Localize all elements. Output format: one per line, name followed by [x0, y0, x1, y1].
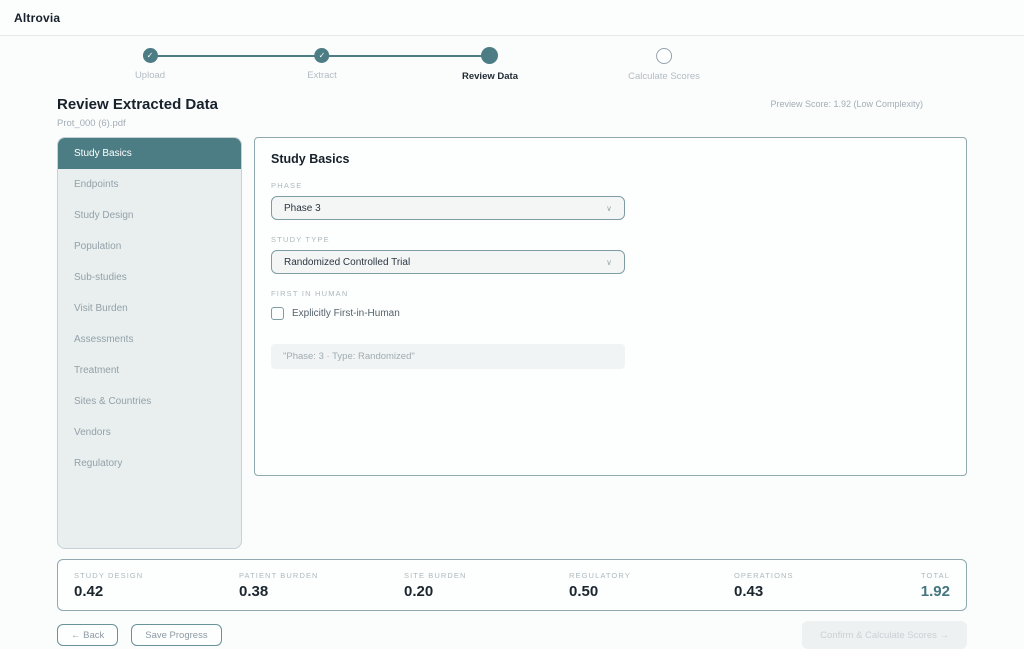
sidebar-item-regulatory[interactable]: Regulatory	[74, 458, 123, 469]
sidebar-item-sites-countries[interactable]: Sites & Countries	[74, 396, 152, 407]
page-header-left: Review Extracted Data Prot_000 (6).pdf	[57, 96, 218, 129]
study-basics-panel: Study Basics PHASE Phase 3 ∨ STUDY TYPE …	[254, 137, 967, 476]
top-app-bar: Altrovia	[0, 0, 1024, 36]
first-in-human-field-label: FIRST IN HUMAN	[271, 289, 349, 298]
score-summary-bar: STUDY DESIGN 0.42 PATIENT BURDEN 0.38 SI…	[57, 559, 967, 611]
sidebar-item-study-design[interactable]: Study Design	[74, 210, 134, 221]
score-total-value: 1.92	[920, 582, 950, 600]
chevron-down-icon: ∨	[606, 257, 612, 267]
score-site-burden: SITE BURDEN 0.20	[404, 571, 569, 600]
step-current-dot	[481, 47, 499, 64]
confirm-calculate-scores-button[interactable]: Confirm & Calculate Scores →	[802, 621, 967, 649]
phase-field-label: PHASE	[271, 181, 303, 190]
check-icon: ✓	[146, 50, 154, 60]
score-operations: OPERATIONS 0.43	[734, 571, 899, 600]
step-upcoming-dot	[656, 48, 672, 64]
check-icon: ✓	[318, 50, 326, 60]
score-label: STUDY DESIGN	[74, 570, 144, 580]
sidebar-item-population[interactable]: Population	[74, 241, 122, 252]
step-label: Review Data	[462, 71, 518, 82]
score-label: TOTAL	[921, 570, 950, 580]
source-filename: Prot_000 (6).pdf	[57, 118, 126, 129]
score-value: 0.38	[239, 582, 269, 600]
step-label: Upload	[134, 70, 166, 81]
first-in-human-checkbox[interactable]	[271, 307, 284, 320]
footer-actions: ← Back Save Progress Confirm & Calculate…	[57, 621, 967, 649]
sidebar-item-vendors[interactable]: Vendors	[74, 427, 111, 438]
sidebar-item-sub-studies[interactable]: Sub-studies	[74, 272, 127, 283]
score-value: 0.20	[404, 582, 434, 600]
score-patient-burden: PATIENT BURDEN 0.38	[239, 571, 404, 600]
back-button[interactable]: ← Back	[57, 624, 119, 646]
progress-stepper: ✓ Upload ✓ Extract Review Data Calculate…	[0, 47, 1024, 88]
chevron-down-icon: ∨	[606, 203, 612, 213]
save-progress-button[interactable]: Save Progress	[131, 624, 222, 646]
phase-select-value: Phase 3	[284, 202, 321, 214]
sidebar-item-study-basics[interactable]: Study Basics	[58, 138, 241, 169]
step-calculate-scores: Calculate Scores	[628, 48, 700, 82]
preview-score-text: Preview Score: 1.92 (Low Complexity)	[770, 99, 923, 109]
section-sidebar: Study Basics Endpoints Study Design Popu…	[57, 137, 242, 549]
stepper-connector	[152, 55, 322, 57]
score-label: REGULATORY	[569, 570, 631, 580]
sidebar-item-endpoints[interactable]: Endpoints	[74, 179, 119, 190]
first-in-human-checkbox-label: Explicitly First-in-Human	[292, 308, 400, 319]
study-type-select-value: Randomized Controlled Trial	[284, 256, 411, 268]
step-complete-dot: ✓	[314, 48, 330, 63]
study-type-select[interactable]: Randomized Controlled Trial ∨	[271, 250, 625, 274]
score-label: OPERATIONS	[734, 570, 794, 580]
step-upload: ✓ Upload	[135, 48, 165, 81]
footer-left-actions: ← Back Save Progress	[57, 624, 222, 646]
study-type-field-label: STUDY TYPE	[271, 235, 330, 244]
score-label: SITE BURDEN	[404, 570, 467, 580]
score-value: 0.50	[569, 582, 599, 600]
score-value: 0.43	[734, 582, 764, 600]
first-in-human-row: Explicitly First-in-Human	[271, 307, 950, 320]
step-label: Extract	[307, 70, 337, 81]
panel-title: Study Basics	[271, 152, 350, 166]
step-review-data: Review Data	[462, 47, 518, 82]
sidebar-item-visit-burden[interactable]: Visit Burden	[74, 303, 128, 314]
score-study-design: STUDY DESIGN 0.42	[74, 571, 239, 600]
extracted-summary-quote: "Phase: 3 · Type: Randomized"	[271, 344, 625, 369]
step-extract: ✓ Extract	[307, 48, 337, 81]
score-total: TOTAL 1.92	[899, 571, 950, 600]
main-content: Study Basics Endpoints Study Design Popu…	[57, 137, 967, 549]
score-regulatory: REGULATORY 0.50	[569, 571, 734, 600]
score-label: PATIENT BURDEN	[239, 570, 319, 580]
page-title: Review Extracted Data	[57, 96, 218, 113]
sidebar-item-treatment[interactable]: Treatment	[74, 365, 120, 376]
score-value: 0.42	[74, 582, 104, 600]
page-header: Review Extracted Data Prot_000 (6).pdf P…	[57, 96, 967, 129]
step-label: Calculate Scores	[628, 71, 700, 82]
phase-select[interactable]: Phase 3 ∨	[271, 196, 625, 220]
step-complete-dot: ✓	[142, 48, 158, 63]
sidebar-item-assessments[interactable]: Assessments	[74, 334, 134, 345]
brand-logo: Altrovia	[14, 10, 61, 25]
stepper-connector	[324, 55, 490, 57]
